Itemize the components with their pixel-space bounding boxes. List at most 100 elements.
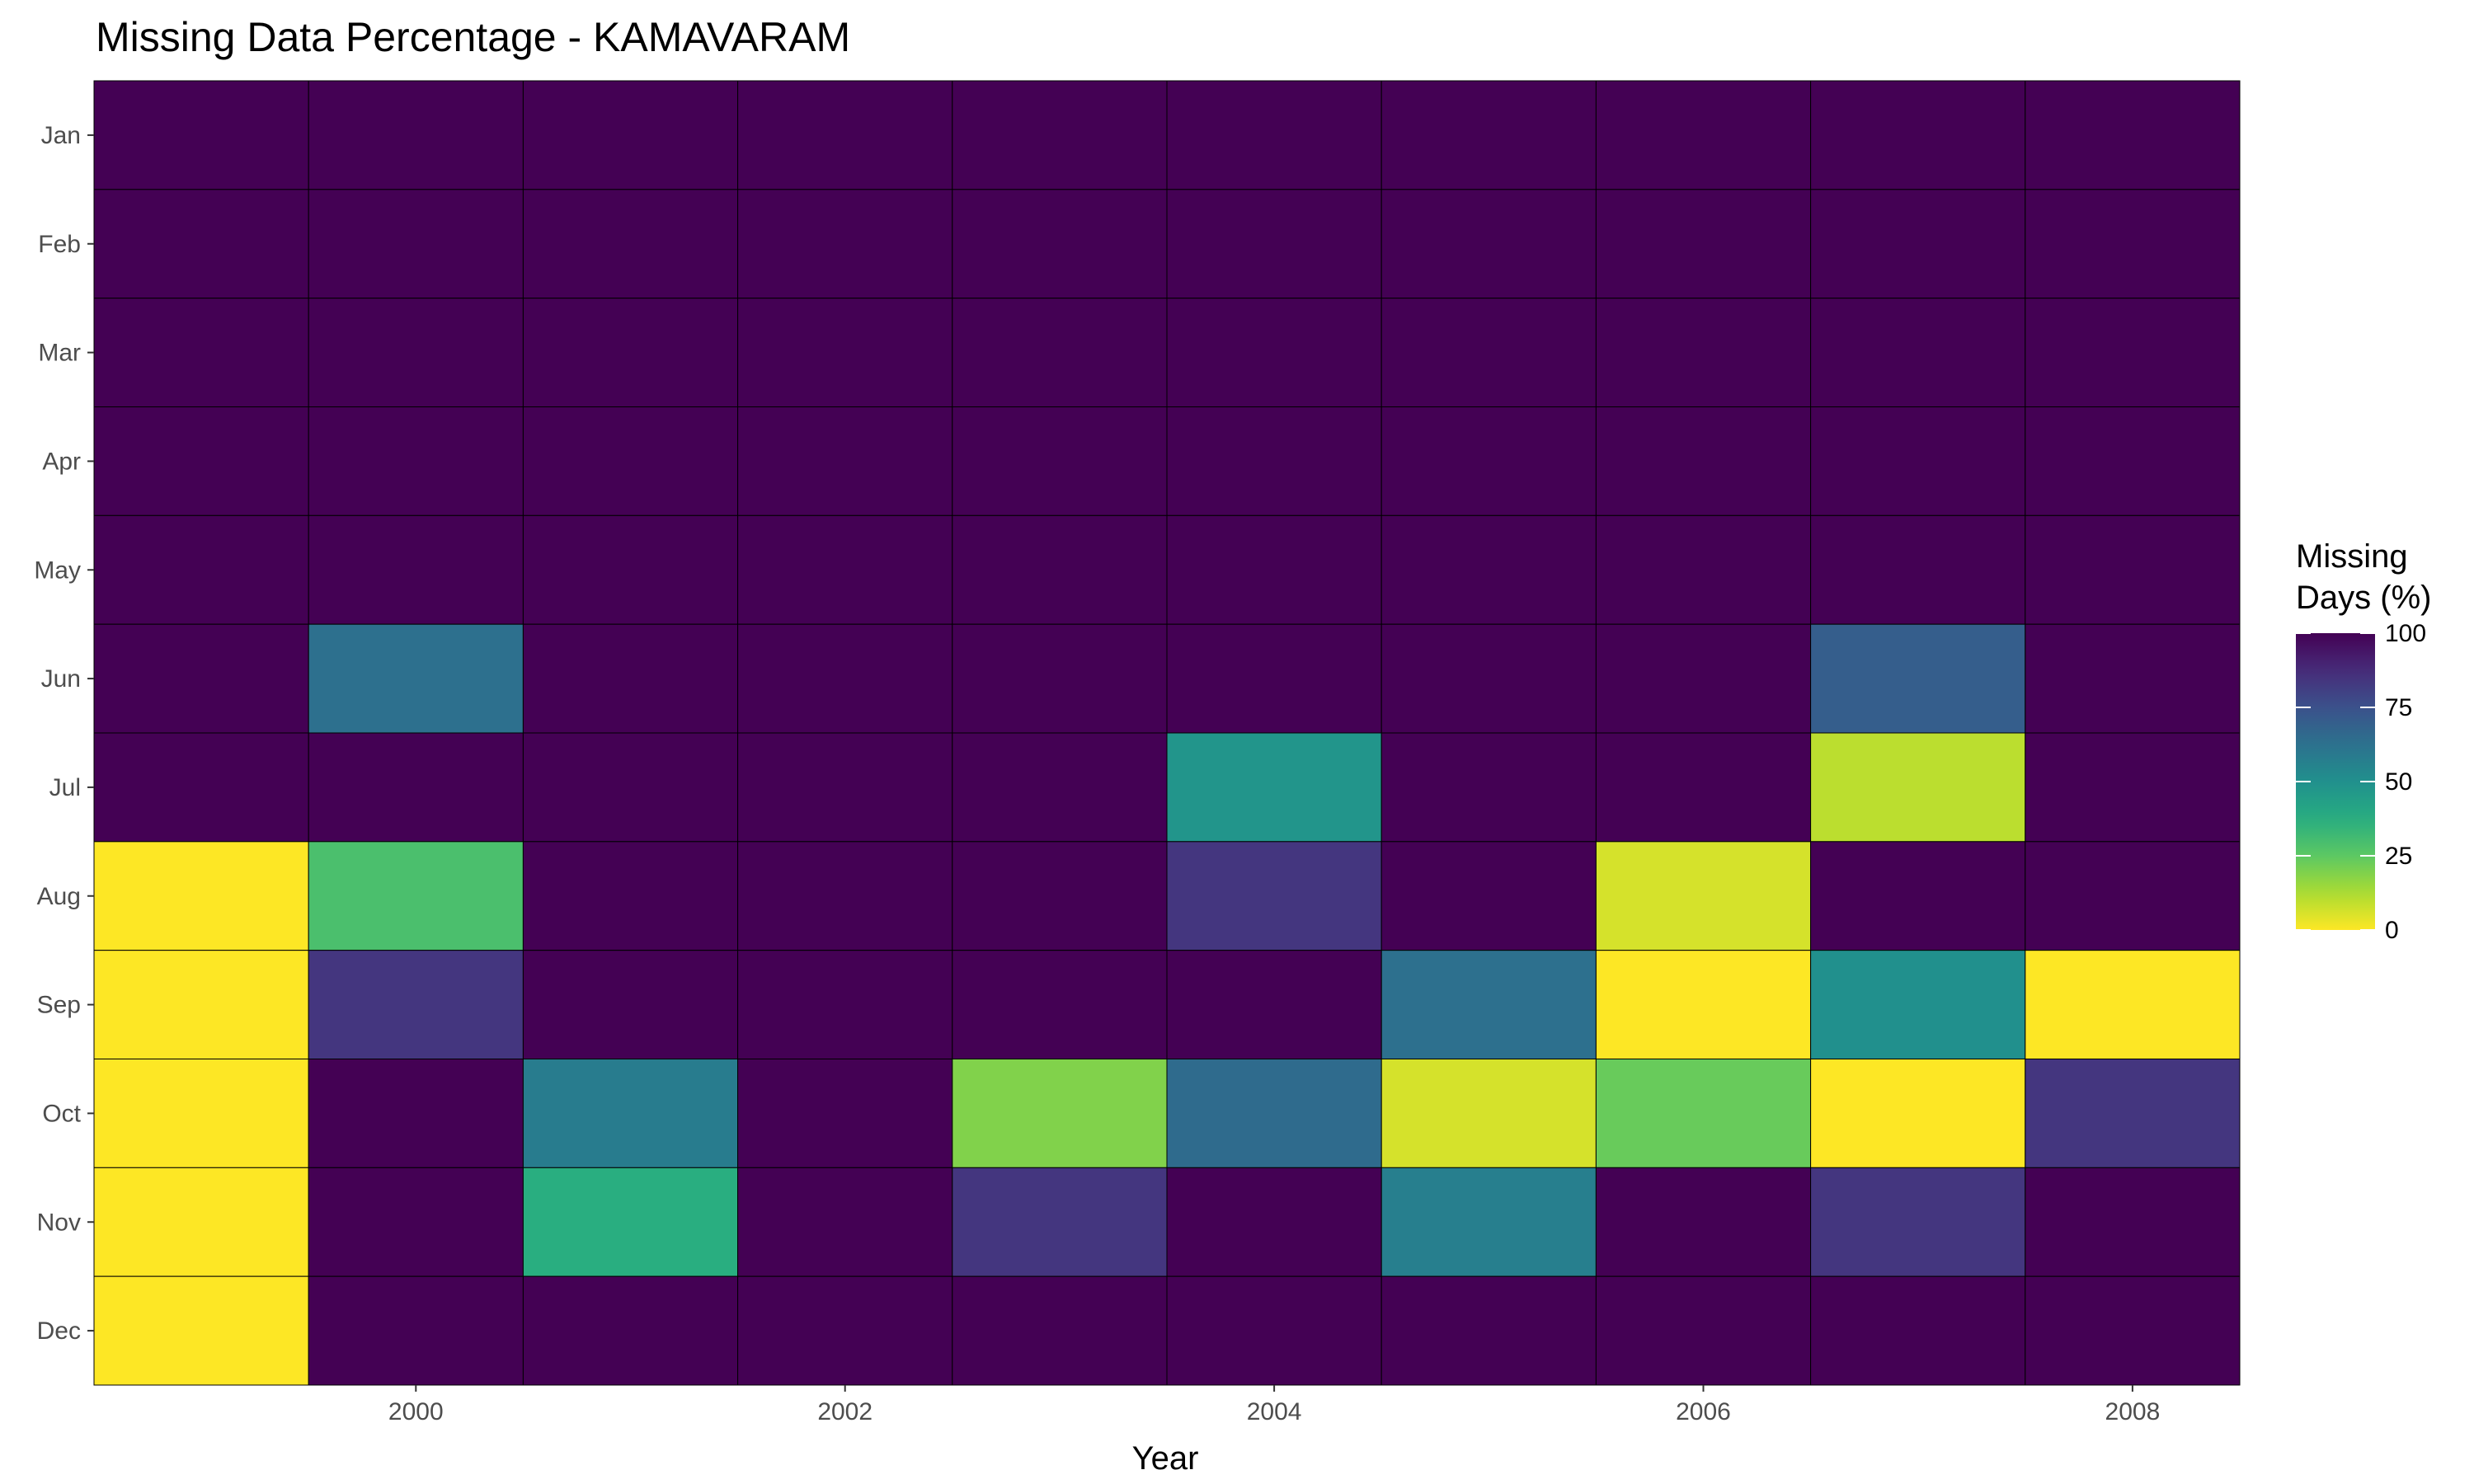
heatmap-cell [952, 406, 1168, 516]
heatmap-cell [522, 841, 739, 951]
heatmap-cell [952, 514, 1168, 625]
heatmap-cell [2025, 514, 2241, 625]
heatmap-cell [1380, 406, 1597, 516]
heatmap-cell [1380, 189, 1597, 299]
heatmap-cell [1810, 841, 2026, 951]
heatmap-cell [522, 623, 739, 734]
heatmap-cell [1166, 298, 1382, 407]
heatmap-cell [1166, 623, 1382, 734]
heatmap-cell [522, 406, 739, 516]
heatmap-cell [1810, 406, 2026, 516]
heatmap-cell [522, 189, 739, 299]
heatmap-cell [1595, 298, 1812, 407]
legend-tick-label: 100 [2385, 620, 2426, 647]
legend-ticks: 0 25 50 75 100 [2296, 620, 2426, 944]
heatmap-cell [2025, 298, 2241, 407]
heatmap-cell [93, 406, 309, 516]
heatmap-cell [93, 1167, 309, 1277]
heatmap-cell [1166, 80, 1382, 190]
legend: Missing Days (%) 0 25 50 75 100 [2296, 538, 2431, 944]
heatmap-cell [1380, 514, 1597, 625]
heatmap-cell [308, 189, 524, 299]
heatmap-cell [308, 1167, 524, 1277]
heatmap-cell [737, 1167, 953, 1277]
x-tick-label: 2000 [388, 1398, 444, 1425]
heatmap-cell [1810, 1167, 2026, 1277]
y-tick-label: Nov [37, 1209, 81, 1236]
y-tick-label: Jan [41, 122, 81, 149]
heatmap-cell [308, 298, 524, 407]
heatmap-cell [1810, 1059, 2026, 1168]
legend-tick-label: 50 [2385, 768, 2412, 796]
heatmap-cell [1810, 80, 2026, 190]
heatmap-cell [308, 406, 524, 516]
heatmap-cell [952, 298, 1168, 407]
x-tick-label: 2006 [1676, 1398, 1731, 1425]
x-tick-label: 2008 [2105, 1398, 2161, 1425]
heatmap-cell [1380, 1059, 1597, 1168]
heatmap-cell [93, 623, 309, 734]
heatmap-cell [1166, 514, 1382, 625]
heatmap-cell [522, 1167, 739, 1277]
heatmap-cell [522, 514, 739, 625]
heatmap-cell [952, 1275, 1168, 1386]
legend-tick-label: 75 [2385, 694, 2412, 721]
heatmap-cell [1595, 406, 1812, 516]
y-tick-label: Aug [37, 883, 81, 910]
heatmap-cell [1166, 841, 1382, 951]
heatmap-cell [1595, 950, 1812, 1059]
heatmap-cell [1810, 732, 2026, 843]
heatmap-cell [737, 189, 953, 299]
heatmap-cell [1380, 1167, 1597, 1277]
heatmap-cell [2025, 80, 2241, 190]
heatmap-cell [308, 514, 524, 625]
heatmap-cell [737, 406, 953, 516]
heatmap-cell [737, 80, 953, 190]
heatmap-cell [1595, 623, 1812, 734]
legend-title-line-1: Missing [2296, 538, 2408, 575]
heatmap-cell [952, 623, 1168, 734]
heatmap-cell [2025, 1275, 2241, 1386]
x-axis: 2000 2002 2004 2006 2008 [388, 1385, 2160, 1425]
y-axis: Jan Feb Mar Apr May Jun Jul Aug Sep Oct Nov Dec [34, 122, 94, 1345]
heatmap-cell [1166, 950, 1382, 1059]
heatmap-cell [522, 1275, 739, 1386]
heatmap-cell [1380, 80, 1597, 190]
heatmap-cell [308, 1059, 524, 1168]
heatmap-cell [93, 1059, 309, 1168]
heatmap-cell [1595, 841, 1812, 951]
heatmap-cell [522, 950, 739, 1059]
heatmap-cell [2025, 1059, 2241, 1168]
chart-title: Missing Data Percentage - KAMAVARAM [96, 14, 850, 60]
heatmap-cell [2025, 950, 2241, 1059]
heatmap-cells [93, 80, 2241, 1386]
heatmap-cell [308, 623, 524, 734]
y-tick-label: Oct [42, 1100, 81, 1127]
heatmap-cell [1810, 623, 2026, 734]
heatmap-cell [93, 189, 309, 299]
heatmap-cell [1810, 950, 2026, 1059]
heatmap-cell [1810, 189, 2026, 299]
heatmap-cell [1380, 732, 1597, 843]
heatmap-cell [1810, 514, 2026, 625]
y-tick-label: May [34, 556, 81, 584]
heatmap-cell [2025, 189, 2241, 299]
heatmap-cell [737, 841, 953, 951]
heatmap-cell [1166, 406, 1382, 516]
heatmap-cell [522, 1059, 739, 1168]
heatmap-cell [952, 950, 1168, 1059]
heatmap-cell [93, 1275, 309, 1386]
heatmap-cell [1380, 841, 1597, 951]
heatmap-cell [1810, 298, 2026, 407]
legend-title-line-2: Days (%) [2296, 580, 2431, 616]
heatmap-cell [93, 80, 309, 190]
heatmap-cell [1166, 1167, 1382, 1277]
heatmap-cell [2025, 841, 2241, 951]
heatmap-cell [522, 80, 739, 190]
y-tick-label: Jun [41, 665, 81, 693]
heatmap-cell [952, 189, 1168, 299]
heatmap-cell [1380, 1275, 1597, 1386]
heatmap-cell [308, 950, 524, 1059]
heatmap-cell [737, 623, 953, 734]
